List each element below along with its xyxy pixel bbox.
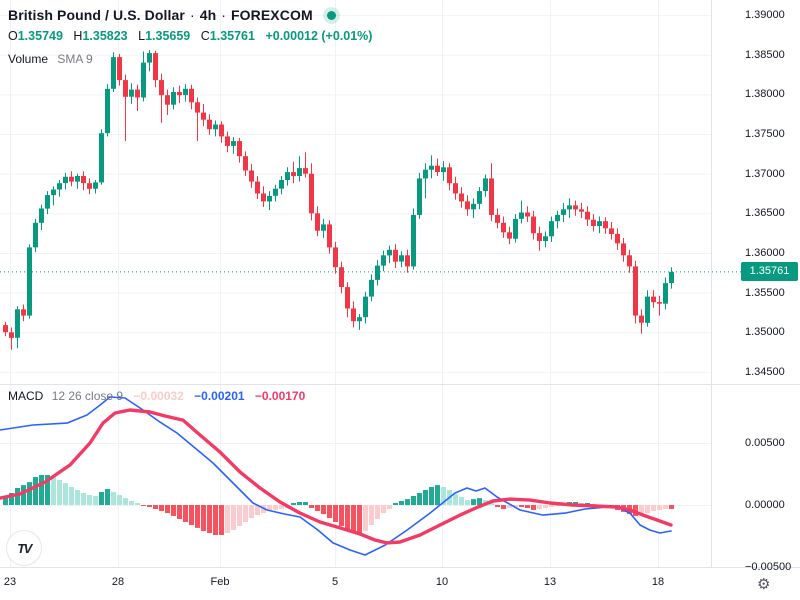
exchange-label[interactable]: FOREXCOM bbox=[231, 7, 313, 23]
price-axis-label: 1.38000 bbox=[745, 88, 785, 101]
price-axis-label: 1.39000 bbox=[745, 9, 785, 22]
low-label: L bbox=[138, 29, 146, 43]
close-value: 1.35761 bbox=[209, 29, 255, 43]
price-axis-label: 1.36000 bbox=[745, 246, 785, 259]
time-axis-label: 10 bbox=[435, 576, 449, 588]
time-axis-label: 13 bbox=[543, 576, 557, 588]
price-axis-label: 1.37000 bbox=[745, 167, 785, 180]
volume-indicator-params: SMA 9 bbox=[57, 52, 93, 66]
macd-axis-label: 0.00000 bbox=[745, 499, 785, 511]
symbol-title[interactable]: British Pound / U.S. Dollar bbox=[8, 7, 185, 23]
time-axis-label: 23 bbox=[3, 576, 17, 588]
close-label: C bbox=[200, 29, 210, 43]
title-separator: · bbox=[221, 7, 227, 23]
title-separator: · bbox=[189, 7, 195, 23]
price-axis-label: 1.35000 bbox=[745, 326, 785, 339]
time-axis-label: 18 bbox=[651, 576, 665, 588]
time-axis-label: 28 bbox=[111, 576, 125, 588]
macd-histogram-value: −0.00032 bbox=[133, 389, 184, 403]
last-price-badge: 1.35761 bbox=[741, 262, 798, 282]
tradingview-logo[interactable]: TV bbox=[6, 530, 42, 566]
macd-indicator-label[interactable]: MACD bbox=[8, 389, 44, 403]
macd-axis-label: 0.00500 bbox=[745, 437, 785, 450]
macd-signal-line bbox=[0, 408, 673, 545]
macd-indicator-row: MACD 12 26 close 9 −0.00032 −0.00201 −0.… bbox=[8, 389, 305, 403]
volume-indicator-row: Volume SMA 9 bbox=[8, 52, 93, 66]
axis-settings-gear-icon[interactable]: ⚙ bbox=[757, 576, 771, 593]
symbol-header: British Pound / U.S. Dollar · 4h · FOREX… bbox=[8, 7, 336, 23]
time-axis-label: Feb bbox=[210, 576, 230, 588]
macd-histogram bbox=[3, 475, 674, 535]
price-axis-label: 1.36500 bbox=[745, 207, 785, 220]
price-axis-label: 1.35500 bbox=[745, 286, 785, 299]
price-axis-label: 1.34500 bbox=[745, 365, 785, 378]
high-value: 1.35823 bbox=[82, 29, 128, 43]
volume-indicator-label[interactable]: Volume bbox=[8, 52, 49, 66]
price-axis-label: 1.37500 bbox=[745, 128, 785, 140]
time-axis-label: 5 bbox=[331, 576, 339, 588]
macd-line-value: −0.00201 bbox=[194, 389, 245, 403]
macd-line bbox=[0, 396, 672, 556]
market-status-dot-icon[interactable] bbox=[326, 10, 336, 20]
open-value: 1.35749 bbox=[17, 29, 63, 43]
macd-axis-label: −0.00500 bbox=[745, 561, 792, 573]
ohlc-row: O1.35749 H1.35823 L1.35659 C1.35761 +0.0… bbox=[8, 29, 372, 43]
open-label: O bbox=[8, 29, 18, 43]
macd-indicator-params: 12 26 close 9 bbox=[51, 389, 124, 403]
change-value: +0.00012 (+0.01%) bbox=[265, 29, 373, 43]
candlestick-series bbox=[3, 50, 674, 350]
high-label: H bbox=[73, 29, 83, 43]
price-axis-label: 1.38500 bbox=[745, 48, 785, 61]
low-value: 1.35659 bbox=[145, 29, 191, 43]
interval-label[interactable]: 4h bbox=[199, 7, 217, 23]
macd-signal-value: −0.00170 bbox=[254, 389, 306, 403]
